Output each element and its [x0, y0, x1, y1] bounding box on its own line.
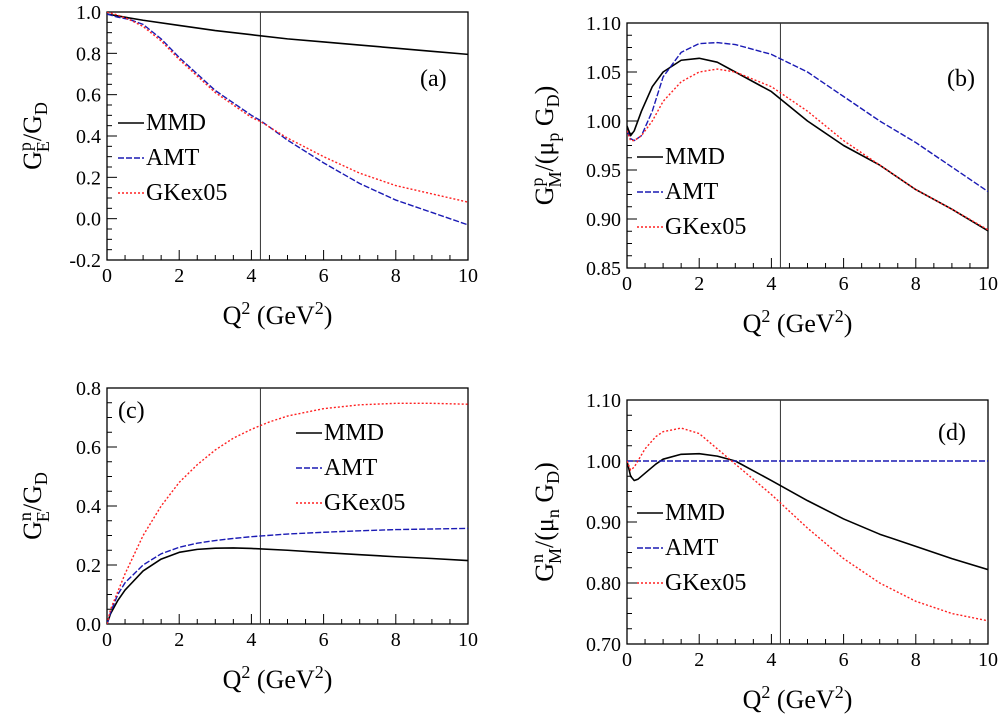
legend-label: AMT	[324, 455, 378, 481]
panel-b: 0 2 4 6 8 10 0.85 0.90 0.95 1.00 1.05 1.10 MMD AMT GKe…	[527, 13, 998, 338]
x-axis-label: Q2 (GeV2)	[223, 298, 333, 330]
legend-label: GKex05	[146, 180, 227, 206]
x-tick-label: 4	[766, 273, 776, 295]
x-tick-label: 6	[319, 265, 329, 287]
x-tick-label: 4	[246, 629, 256, 651]
panel-a: 0 2 4 6 8 10 -0.2 0.0 0.2 0.4 0.6 0.8 1.0 MMD AMT GKex0…	[15, 2, 478, 330]
series-line-mmd	[627, 57, 988, 232]
x-tick-label: 6	[839, 649, 849, 671]
y-tick-label: 0.8	[76, 43, 101, 65]
series-line-mmd	[107, 547, 468, 624]
x-tick-label: 6	[319, 629, 329, 651]
panel-d: 0 2 4 6 8 10 0.70 0.80 0.90 1.00 1.10 MMD AMT GKex05 (…	[527, 390, 998, 714]
x-tick-label: 8	[391, 265, 401, 287]
y-tick-label: 0.70	[586, 634, 621, 656]
plot-frame	[106, 387, 469, 625]
x-tick-label: 0	[622, 649, 632, 671]
x-tick-label: 8	[391, 629, 401, 651]
y-tick-label: 0.90	[586, 209, 621, 231]
y-tick-label: 1.10	[586, 13, 621, 35]
y-tick-label: 1.05	[586, 62, 621, 84]
y-tick-label: 0.4	[76, 126, 101, 148]
panel-c: 0 2 4 6 8 10 0.0 0.2 0.4 0.6 0.8 MMD AMT GKex05 (c) Q2 …	[15, 378, 478, 694]
y-tick-label: 1.00	[586, 451, 621, 473]
y-tick-label: 1.10	[586, 390, 621, 412]
legend-label: MMD	[665, 144, 725, 170]
series-line-gkex05	[107, 402, 468, 624]
y-tick-label: 0.95	[586, 160, 621, 182]
panel-label: (b)	[947, 66, 975, 92]
y-tick-label: 0.90	[586, 512, 621, 534]
panel-label: (a)	[420, 66, 447, 92]
x-axis-label: Q2 (GeV2)	[223, 662, 333, 694]
y-axis-label: GnE/GD	[15, 472, 53, 540]
x-tick-label: 4	[766, 649, 776, 671]
y-tick-label: 0.4	[76, 496, 101, 518]
x-tick-label: 10	[978, 649, 998, 671]
x-tick-label: 10	[978, 273, 998, 295]
legend-label: AMT	[665, 179, 719, 205]
series-line-amt	[107, 13, 468, 226]
y-tick-label: 0.2	[76, 167, 101, 189]
y-tick-label: 1.00	[586, 111, 621, 133]
x-tick-label: 8	[911, 649, 921, 671]
legend-label: MMD	[324, 420, 384, 446]
legend-label: GKex05	[324, 490, 405, 516]
x-tick-label: 0	[622, 273, 632, 295]
x-tick-label: 8	[911, 273, 921, 295]
legend-label: AMT	[665, 535, 719, 561]
series-line-amt	[627, 41, 988, 193]
legend-label: GKex05	[665, 214, 746, 240]
x-tick-label: 2	[174, 629, 184, 651]
series-line-gkex05	[627, 68, 988, 231]
legend-label: MMD	[146, 110, 206, 136]
x-tick-label: 2	[694, 649, 704, 671]
x-tick-label: 4	[246, 265, 256, 287]
x-axis-label: Q2 (GeV2)	[743, 682, 853, 714]
y-tick-label: 0.85	[586, 258, 621, 280]
y-tick-label: 0.0	[76, 209, 101, 231]
panel-label: (d)	[938, 420, 966, 446]
x-axis-label: Q2 (GeV2)	[743, 306, 853, 338]
series-line-mmd	[627, 452, 988, 571]
y-axis-label: GnM/(μn GD)	[527, 462, 565, 582]
x-tick-label: 6	[839, 273, 849, 295]
series-line-gkex05	[627, 427, 988, 622]
x-tick-label: 2	[694, 273, 704, 295]
y-tick-label: 0.80	[586, 573, 621, 595]
legend-label: MMD	[665, 500, 725, 526]
y-tick-label: 1.0	[76, 2, 101, 24]
legend-label: GKex05	[665, 570, 746, 596]
y-tick-label: 0.0	[76, 614, 101, 636]
y-tick-label: -0.2	[69, 250, 101, 272]
legend-label: AMT	[146, 145, 200, 171]
series-line-amt	[107, 527, 468, 624]
series-line-gkex05	[107, 12, 468, 203]
panel-label: (c)	[118, 398, 145, 424]
x-tick-label: 10	[458, 629, 478, 651]
x-tick-label: 0	[102, 265, 112, 287]
y-axis-label: GpM/(μp GD)	[527, 86, 565, 206]
x-tick-label: 2	[174, 265, 184, 287]
y-tick-label: 0.2	[76, 555, 101, 577]
y-axis-label: GpE/GD	[15, 102, 53, 170]
x-tick-label: 10	[458, 265, 478, 287]
y-tick-label: 0.6	[76, 85, 101, 107]
y-tick-label: 0.6	[76, 437, 101, 459]
x-tick-label: 0	[102, 629, 112, 651]
y-tick-label: 0.8	[76, 378, 101, 400]
series-line-mmd	[107, 13, 468, 56]
